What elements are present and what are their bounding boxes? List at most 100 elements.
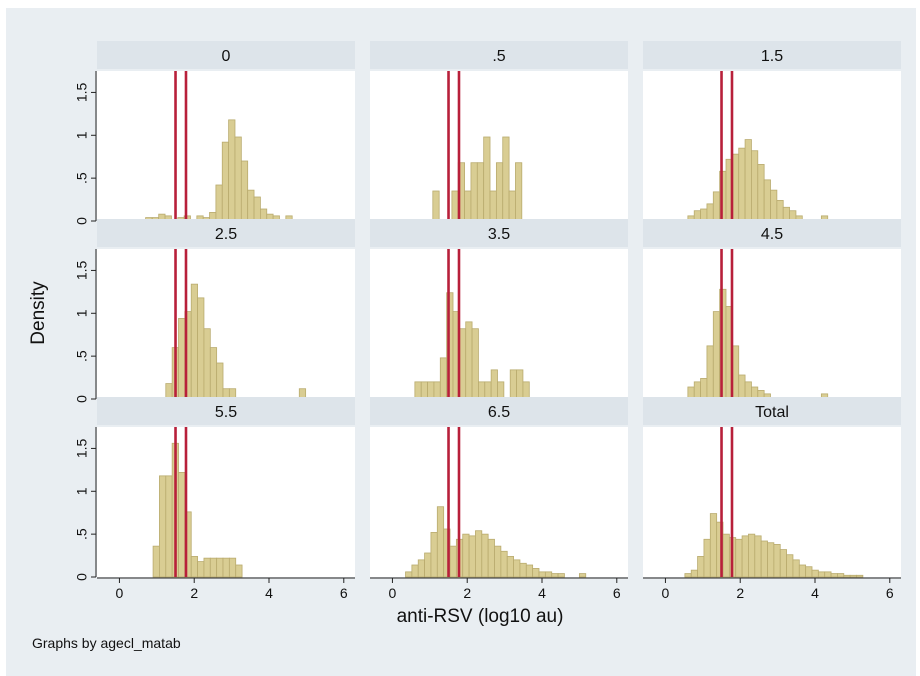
histogram-bar [760,540,768,578]
panel-3: 1.5 [643,41,901,222]
histogram-bar [476,162,485,222]
histogram-bar [738,147,746,222]
panel-strip-label: .5 [492,48,505,65]
histogram-bar [805,566,813,578]
histogram-bar [513,559,521,578]
panel-strip-label: 0 [222,48,231,65]
histogram-bar [738,374,746,400]
x-tick-label: 2 [463,585,471,601]
histogram-bar [751,150,759,222]
histogram-bar [515,162,523,222]
histogram-bar [190,556,198,578]
histogram-bar [411,564,419,578]
histogram-bar [770,189,778,222]
histogram-bar [190,283,198,400]
histogram-bar [811,569,819,578]
y-tick-label: 1.5 [74,438,90,458]
histogram-bar [420,381,428,400]
y-tick-label: 0 [74,573,90,581]
histogram-bar [464,190,472,222]
histogram-bar [735,538,743,578]
histogram-bar [703,538,711,578]
histogram-bar [475,530,483,578]
y-tick-label: 1 [74,131,90,139]
histogram-bar [706,203,714,222]
panel-strip-label: 5.5 [215,404,237,421]
histogram-bar [776,200,784,222]
histogram-bar [215,184,223,222]
y-tick-label: .5 [74,172,90,184]
histogram-bar [557,573,565,578]
histogram-bar [159,475,167,578]
histogram-bar [424,552,432,578]
plot-area [643,249,901,399]
histogram-bar [222,557,230,578]
x-tick-label: 6 [340,585,348,601]
histogram-bar [439,357,448,400]
panel-strip-label: 1.5 [761,48,783,65]
x-tick-label: 0 [116,585,124,601]
histogram-bar [209,347,218,400]
histogram-bar [712,191,721,222]
histogram-bar [741,535,749,578]
y-tick-label: .5 [74,528,90,540]
histogram-bar [436,506,445,578]
histogram-bar [152,545,160,578]
panel-9: Total 0 2 4 6 [643,397,901,601]
histogram-bar [228,557,237,578]
histogram-bar [763,179,771,222]
plot-area [97,427,355,577]
histogram-bar [489,190,497,222]
histogram-bar [458,328,467,400]
histogram-bar [462,533,470,578]
histogram-bar [551,573,559,578]
y-tick-label: 0 [74,217,90,225]
histogram-bar [767,542,775,578]
histogram-bar [470,162,478,222]
histogram-bar [430,532,438,578]
histogram-bar [757,164,765,222]
histogram-bar [506,556,514,578]
panel-strip-label: 6.5 [488,404,510,421]
histogram-bar [216,362,224,400]
panel-strip [643,219,901,247]
histogram-bar [209,557,218,578]
histogram-bar [684,573,692,578]
histogram-bar [495,162,504,222]
panel-strip [370,397,628,425]
histogram-bar [216,557,224,578]
histogram-bar [197,297,205,400]
histogram-bar [693,381,701,400]
histogram-bar [786,554,794,578]
histogram-bar [522,381,530,400]
panel-strip-label: 4.5 [761,226,783,243]
histogram-bar [509,369,517,400]
histogram-bar [468,535,476,578]
histogram-bar [502,136,510,222]
histogram-bar [405,571,413,578]
histogram-bar [824,571,832,578]
by-variable-note: Graphs by agecl_matab [32,635,181,651]
panel-strip [370,41,628,69]
histogram-bar [178,472,186,578]
histogram-bar [197,561,205,578]
panel-strip-label: Total [755,404,789,421]
histogram-bar [417,559,425,578]
histogram-bar [516,369,524,400]
histogram-bar [203,328,211,400]
panel-1: 0 0 .5 1 1.5 [74,41,355,225]
histogram-bar [203,557,211,578]
x-tick-label: 6 [613,585,621,601]
histogram-bar [532,568,540,578]
histogram-bar [792,559,800,578]
panel-strip-label: 2.5 [215,226,237,243]
histogram-bar [451,190,459,222]
histogram-bar [247,189,255,222]
x-tick-label: 0 [662,585,670,601]
histogram-bar [234,136,242,222]
histogram-bar [165,383,173,400]
histogram-bar [235,564,243,578]
histogram-bar [773,544,781,578]
panel-8: 6.5 0 2 4 6 [370,397,628,601]
histogram-bar [538,571,546,578]
